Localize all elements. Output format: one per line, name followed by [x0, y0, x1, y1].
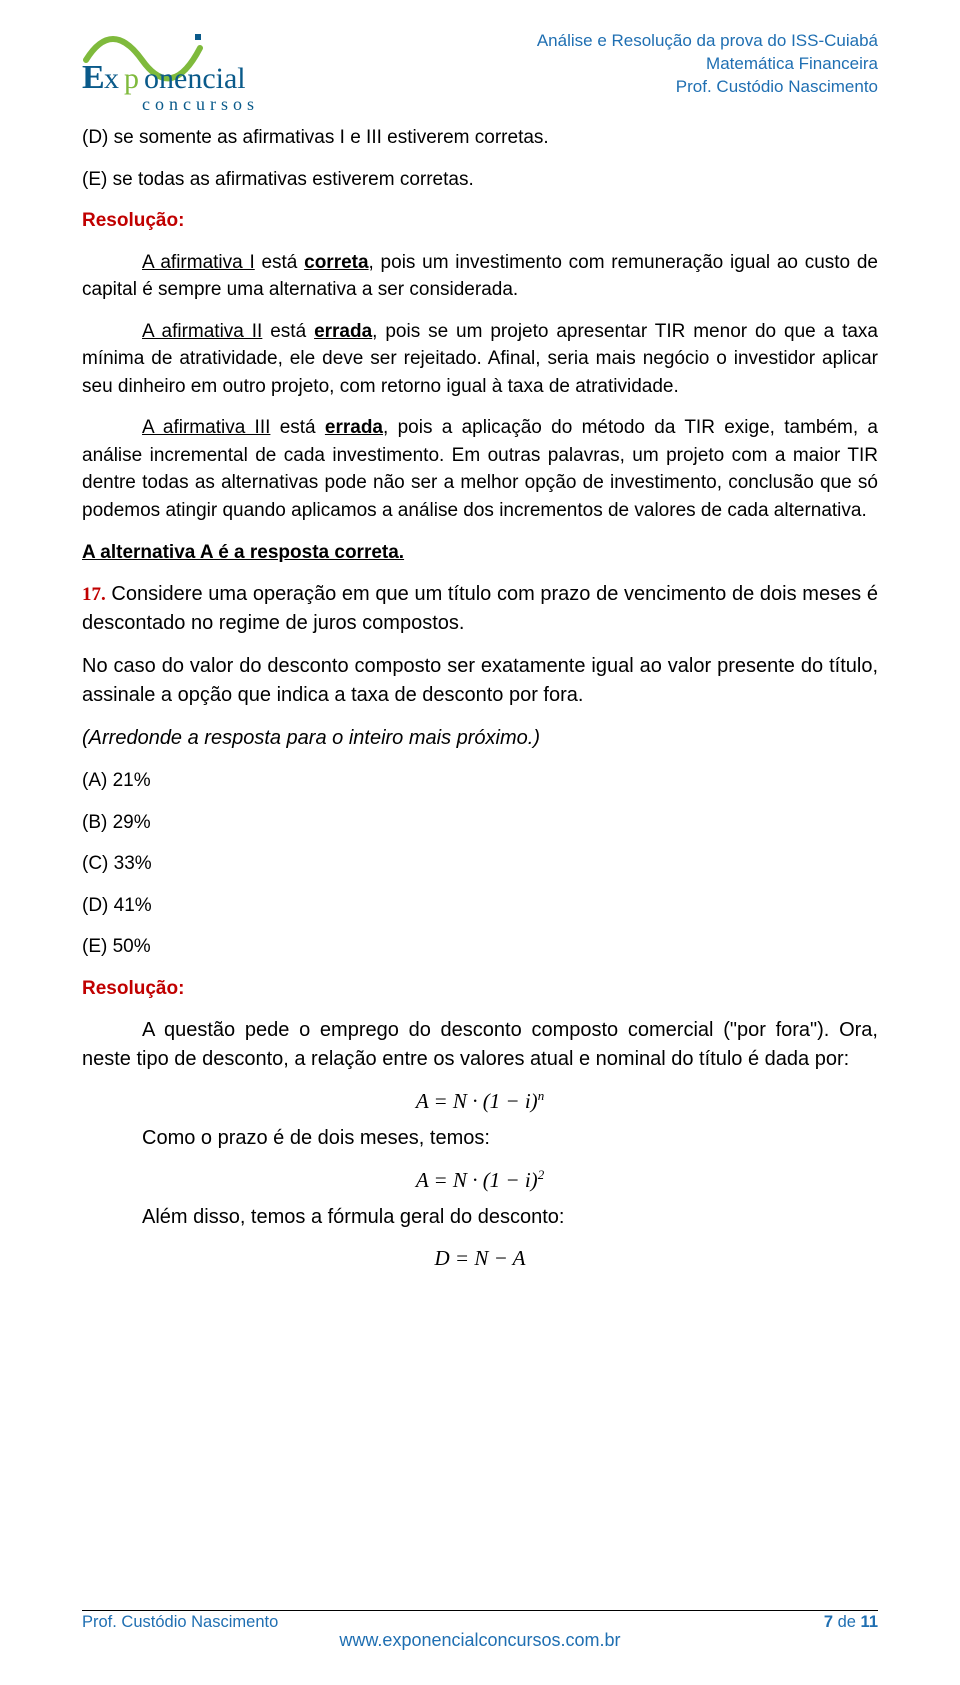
- document-body: (D) se somente as afirmativas I e III es…: [82, 124, 878, 1271]
- header-context: Análise e Resolução da prova do ISS-Cuia…: [537, 30, 878, 99]
- formula-1: A = N · (1 − i)n: [82, 1088, 878, 1114]
- brand-logo: E x p onencial concursos: [82, 30, 332, 116]
- af3-mid: está: [270, 417, 325, 438]
- resolucao-label-1: Resolução:: [82, 210, 184, 231]
- formula-2-content: A = N · (1 − i)2: [416, 1168, 544, 1192]
- resolution-2-b: Como o prazo é de dois meses, temos:: [82, 1124, 878, 1153]
- formula-3: D = N − A: [82, 1246, 878, 1271]
- q17-option-c: (C) 33%: [82, 850, 878, 878]
- af1-mid: está: [255, 252, 304, 273]
- header-line-2: Matemática Financeira: [537, 53, 878, 76]
- footer-page: 7 de 11: [824, 1613, 878, 1632]
- affirmative-2: A afirmativa II está errada, pois se um …: [82, 318, 878, 401]
- q17-option-e: (E) 50%: [82, 933, 878, 961]
- af3-subject: A afirmativa III: [142, 417, 270, 438]
- resolucao-heading-2: Resolução:: [82, 975, 878, 1003]
- resolution-2-c: Além disso, temos a fórmula geral do des…: [82, 1203, 878, 1232]
- svg-text:concursos: concursos: [142, 94, 259, 114]
- resolution-2-a: A questão pede o emprego do desconto com…: [82, 1016, 878, 1074]
- option-e: (E) se todas as afirmativas estiverem co…: [82, 166, 878, 194]
- footer-url: www.exponencialconcursos.com.br: [82, 1630, 878, 1651]
- svg-text:p: p: [124, 62, 139, 95]
- header-line-3: Prof. Custódio Nascimento: [537, 76, 878, 99]
- q17-text-a: Considere uma operação em que um título …: [82, 583, 878, 634]
- option-d: (D) se somente as afirmativas I e III es…: [82, 124, 878, 152]
- af1-subject: A afirmativa I: [142, 252, 255, 273]
- svg-text:x: x: [104, 62, 119, 95]
- footer-page-of: de: [833, 1613, 861, 1631]
- q17-option-a: (A) 21%: [82, 767, 878, 795]
- footer-author: Prof. Custódio Nascimento: [82, 1613, 278, 1632]
- answer-line: A alternativa A é a resposta correta.: [82, 539, 878, 567]
- header-line-1: Análise e Resolução da prova do ISS-Cuia…: [537, 30, 878, 53]
- formula-2: A = N · (1 − i)2: [82, 1167, 878, 1193]
- affirmative-3: A afirmativa III está errada, pois a apl…: [82, 414, 878, 524]
- q17-number: 17.: [82, 584, 106, 605]
- affirmative-1: A afirmativa I está correta, pois um inv…: [82, 249, 878, 304]
- resolucao-label-2: Resolução:: [82, 978, 184, 999]
- question-17-stem-c: (Arredonde a resposta para o inteiro mai…: [82, 724, 878, 753]
- footer-page-current: 7: [824, 1613, 833, 1631]
- q17-option-b: (B) 29%: [82, 809, 878, 837]
- page-header: E x p onencial concursos Análise e Resol…: [82, 30, 878, 116]
- formula-3-content: D = N − A: [435, 1246, 526, 1270]
- af1-verdict: correta: [304, 252, 368, 273]
- svg-text:onencial: onencial: [144, 62, 246, 95]
- af2-subject: A afirmativa II: [142, 321, 262, 342]
- formula-1-content: A = N · (1 − i)n: [416, 1089, 544, 1113]
- page-footer: Prof. Custódio Nascimento 7 de 11 www.ex…: [82, 1610, 878, 1651]
- resolucao-heading-1: Resolução:: [82, 207, 878, 235]
- question-17-stem-a: 17. Considere uma operação em que um tít…: [82, 580, 878, 638]
- footer-page-total: 11: [861, 1613, 878, 1631]
- af2-verdict: errada: [314, 321, 372, 342]
- af3-verdict: errada: [325, 417, 383, 438]
- af2-mid: está: [262, 321, 314, 342]
- question-17-stem-b: No caso do valor do desconto composto se…: [82, 652, 878, 710]
- svg-text:E: E: [82, 59, 105, 96]
- q17-option-d: (D) 41%: [82, 892, 878, 920]
- footer-rule: [82, 1610, 878, 1611]
